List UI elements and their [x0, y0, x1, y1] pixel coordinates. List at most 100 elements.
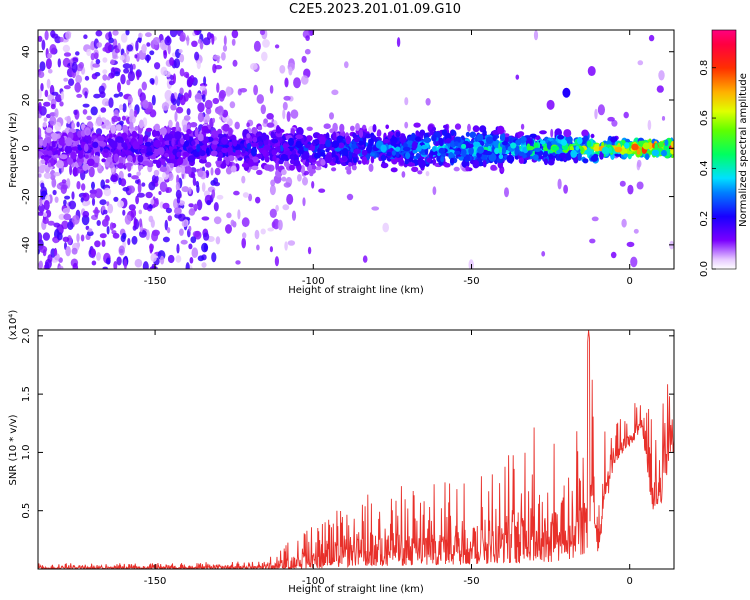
ridge-blob	[500, 167, 505, 173]
ridge-blob	[306, 126, 313, 131]
ridge-blob	[590, 133, 595, 139]
noise-blob	[135, 195, 140, 205]
noise-blob	[248, 193, 253, 202]
noise-blob	[146, 54, 150, 64]
ridge-blob	[232, 139, 238, 147]
noise-blob	[122, 63, 131, 69]
noise-blob	[174, 213, 183, 219]
noise-blob	[262, 39, 270, 48]
ridge-blob	[386, 151, 392, 157]
ridge-blob	[145, 127, 153, 132]
noise-blob	[274, 44, 280, 49]
ridge-blob	[492, 135, 497, 142]
ridge-blob	[182, 151, 190, 157]
ridge-blob	[577, 136, 583, 145]
noise-blob	[222, 44, 228, 52]
noise-blob	[190, 236, 197, 244]
noise-blob	[189, 257, 194, 264]
ridge-blob	[341, 155, 348, 161]
noise-blob	[94, 206, 99, 218]
ridge-blob	[185, 136, 190, 141]
ridge-blob	[77, 151, 84, 159]
ridge-blob	[496, 157, 504, 163]
noise-blob	[46, 78, 51, 89]
noise-blob	[149, 50, 155, 56]
noise-blob	[188, 186, 192, 195]
noise-blob	[260, 104, 266, 115]
ridge-blob	[361, 156, 368, 165]
noise-blob	[113, 196, 119, 202]
ridge-blob	[251, 165, 259, 171]
ridge-blob	[582, 158, 589, 164]
noise-blob	[179, 68, 185, 77]
noise-blob	[93, 52, 99, 60]
ridge-blob	[407, 162, 416, 167]
noise-blob	[290, 109, 299, 119]
colorbar-tick-label: 0.4	[699, 160, 710, 176]
y-tick-label: 1.0	[21, 444, 32, 460]
ridge-blob	[325, 148, 330, 153]
noise-blob	[283, 95, 291, 101]
ridge-blob	[408, 157, 414, 162]
noise-blob	[42, 232, 51, 241]
noise-blob	[371, 206, 380, 211]
noise-blob	[193, 204, 199, 210]
noise-blob	[279, 65, 286, 74]
ridge-blob	[315, 166, 322, 171]
noise-blob	[368, 163, 374, 172]
noise-blob	[38, 260, 43, 269]
ridge-blob	[438, 137, 444, 147]
noise-blob	[40, 83, 44, 92]
ridge-blob	[583, 135, 589, 142]
noise-blob	[282, 101, 288, 111]
ridge-blob	[387, 134, 392, 139]
ridge-blob	[323, 123, 331, 129]
ridge-blob	[270, 131, 275, 139]
colorbar: 0.0 0.2 0.4 0.6 0.8 Normalized spectral ampl…	[699, 29, 749, 277]
noise-blob	[191, 247, 199, 258]
ridge-blob	[198, 150, 206, 157]
noise-blob	[192, 176, 197, 186]
ridge-blob	[101, 158, 106, 163]
noise-blob	[100, 179, 105, 189]
noise-blob	[56, 232, 63, 241]
ridge-blob	[411, 166, 419, 173]
noise-blob	[120, 33, 128, 43]
ridge-blob	[38, 168, 43, 173]
noise-blob	[141, 81, 147, 91]
noise-blob	[99, 91, 106, 98]
ridge-blob	[431, 134, 437, 142]
noise-blob	[105, 179, 110, 184]
noise-blob	[110, 67, 116, 78]
noise-blob	[117, 200, 124, 208]
ridge-blob	[272, 155, 277, 162]
noise-blob	[134, 258, 143, 268]
noise-blob	[155, 197, 159, 205]
noise-blob	[106, 76, 111, 81]
ridge-blob	[395, 131, 401, 138]
ridge-blob	[539, 140, 546, 145]
ridge-blob	[159, 127, 167, 136]
ridge-blob	[586, 150, 593, 155]
noise-blob	[127, 95, 133, 104]
noise-blob	[94, 240, 101, 248]
noise-blob	[235, 260, 241, 265]
noise-blob	[183, 115, 191, 121]
ridge-blob	[193, 150, 201, 158]
ridge-blob	[383, 139, 390, 143]
noise-blob	[186, 35, 190, 46]
noise-blob	[40, 182, 45, 189]
noise-blob	[302, 176, 308, 186]
noise-blob	[242, 192, 249, 198]
noise-blob	[274, 256, 279, 267]
noise-blob	[145, 191, 153, 199]
ridge-blob	[191, 140, 196, 146]
ridge-blob	[125, 150, 131, 156]
noise-blob	[151, 94, 156, 106]
ridge-blob	[175, 121, 180, 131]
ridge-blob	[465, 131, 470, 137]
noise-blob	[127, 173, 132, 178]
ridge-blob	[339, 123, 345, 133]
ridge-blob	[348, 151, 353, 160]
noise-blob	[91, 73, 98, 80]
